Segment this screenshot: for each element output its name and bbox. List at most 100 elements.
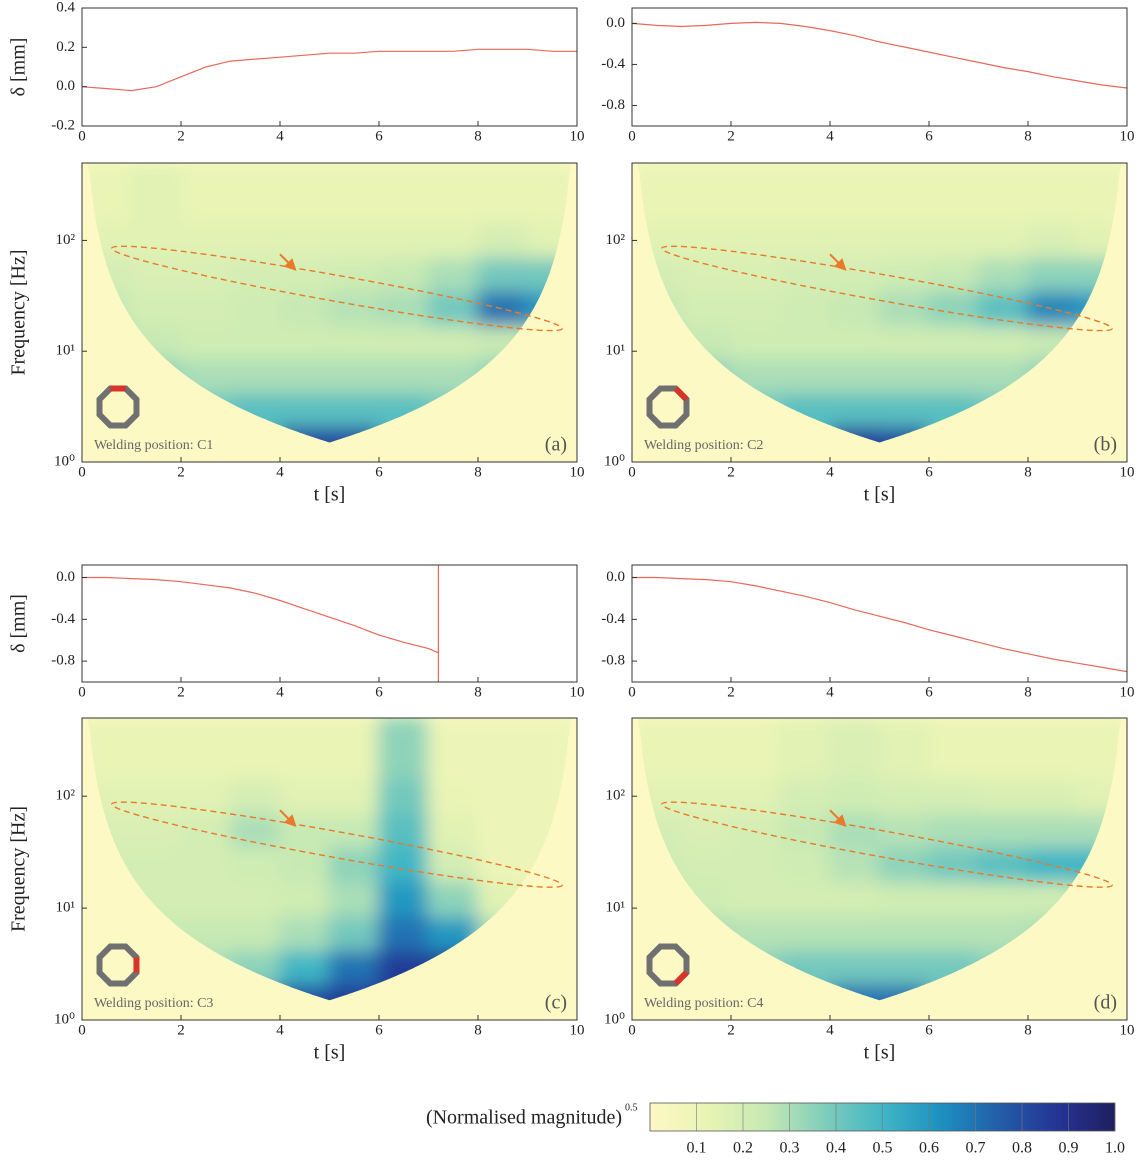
cells [632,718,1127,1001]
y-tick-label: 0.0 [56,78,75,94]
heat-cell [180,812,232,848]
colorbar-tick-label: 0.5 [873,1140,893,1157]
displacement-line [631,21,1128,89]
panel: 0 2 4 6 8 10 0.0 -0.4 -0.8 [601,7,1135,144]
heat-cell [977,880,1029,918]
heat-cell [378,812,430,848]
x-tick-label: 10 [570,464,585,480]
heat-cell [1027,845,1079,883]
heat-cell [279,948,331,985]
heat-cell [1027,778,1079,815]
x-tick-label: 8 [474,128,482,144]
colorbar-tick-label: 0.4 [826,1140,846,1157]
y-tick-label: 10¹ [606,900,626,916]
highlight-ellipse [110,801,563,888]
x-tick-label: 0 [628,1022,636,1038]
heat-cell [229,880,281,918]
heat-cell [730,845,782,883]
heat-cell [229,915,281,951]
heat-cell [229,323,281,361]
y-axis-label: Frequency [Hz] [8,249,30,375]
heat-cell [427,323,479,361]
heat-cell [130,718,182,781]
frame [631,7,1128,127]
y-tick-label: 10⁰ [604,453,625,469]
heat-cell [427,222,479,259]
x-tick-label: 8 [1024,684,1032,700]
heat-cell [680,812,732,848]
heat-cell [928,845,980,883]
y-tick-label: -0.8 [601,97,625,113]
heat-cell [878,915,930,951]
heat-cell [279,391,331,427]
x-tick-label: 0 [78,128,86,144]
heat-cell [477,845,529,883]
y-tick-label: 0.4 [56,0,75,15]
panel: Welding position: C3 (c) 0 2 4 6 8 10 10⁰ 10¹ 10² F… [8,717,585,1064]
heat-cell [779,222,831,259]
heat-cell [130,256,182,292]
octagon-icon [96,385,140,429]
heat-cell [730,323,782,361]
heat-cell [829,358,881,394]
x-tick-label: 6 [925,464,933,480]
heat-cell [829,391,881,427]
heat-cell [878,391,930,427]
y-tick-label: -0.4 [601,56,625,72]
heat-cell [378,323,430,361]
heat-cell [378,718,430,781]
heat-cell [680,222,732,259]
heat-cell [477,778,529,815]
heat-cell [378,880,430,918]
heat-cell [328,222,380,259]
panel: 0 2 4 6 8 10 -0.2 0.0 0.2 0.4 δ [mm] [8,0,585,144]
heat-cell [180,256,232,292]
heat-cell [427,718,479,781]
heat-cell [829,718,881,781]
heat-cell [878,880,930,918]
heat-cell [180,163,232,225]
heat-cell [130,812,182,848]
weld-side [673,386,689,402]
arrow [829,253,847,271]
displacement-line [632,576,1128,673]
y-tick-label: 10² [606,232,626,248]
weld-side [673,970,689,986]
x-tick-label: 6 [375,128,383,144]
heat-cell [928,915,980,951]
x-tick-label: 6 [925,128,933,144]
colorbar-tick-label: 0.6 [919,1140,939,1157]
heat-cell [378,778,430,815]
x-tick-label: 10 [1120,464,1135,480]
heat-cell [779,915,831,951]
heat-cell [878,358,930,394]
heat-cell [829,915,881,951]
arrow [279,253,297,271]
colorbar-tick-label: 0.7 [966,1140,986,1157]
y-axis-label: Frequency [Hz] [8,806,30,932]
x-tick-label: 10 [1120,128,1135,144]
y-tick-label: 10¹ [56,900,76,916]
heat-cell [180,718,232,781]
frame [81,7,578,127]
heat-cell [928,778,980,815]
heat-cell [279,915,331,951]
x-tick-label: 10 [1120,684,1135,700]
x-tick-label: 6 [925,1022,933,1038]
heat-cell [779,778,831,815]
heat-cell [328,812,380,848]
heat-cell [130,289,182,326]
heat-cell [477,222,529,259]
y-tick-label: 0.0 [606,569,625,585]
heat-cell [878,323,930,361]
heat-cell [977,222,1029,259]
heat-cell [477,256,529,292]
x-tick-label: 10 [570,684,585,700]
heat-cell [977,323,1029,361]
x-tick-label: 0 [78,684,86,700]
panel-label: (c) [545,992,567,1014]
heat-cell [477,163,529,225]
y-axis-label: δ [mm] [8,38,30,97]
colorbar-label: (Normalised magnitude) [426,1107,622,1129]
